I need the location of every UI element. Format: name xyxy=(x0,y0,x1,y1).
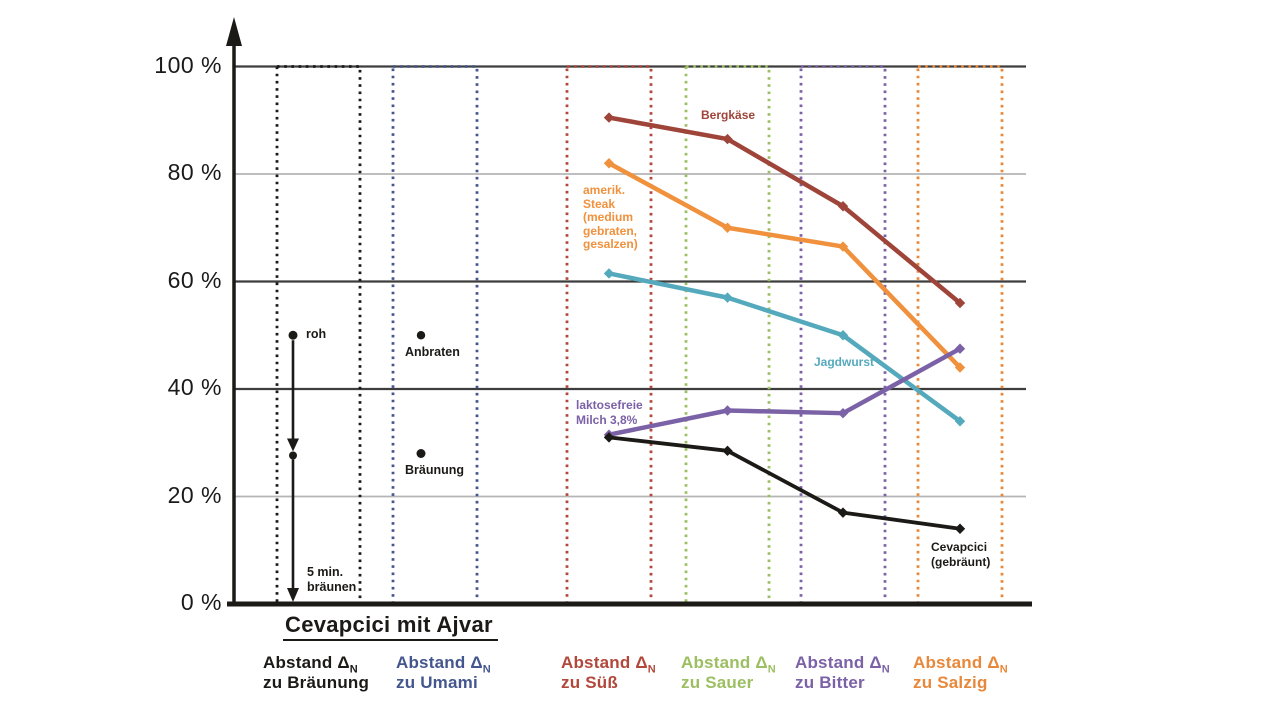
legend-zu-line: zu Bitter xyxy=(795,673,865,692)
braeunung-label: Bräunung xyxy=(405,463,465,477)
series-line-0 xyxy=(606,115,963,306)
column-suess xyxy=(565,65,653,606)
roh-label: roh xyxy=(306,327,327,341)
series-label-3: laktosefreie Milch 3,8% xyxy=(576,398,643,428)
legend-delta-line: Abstand ΔN xyxy=(561,653,656,676)
y-axis-arrowhead xyxy=(226,17,242,46)
legend-item-umami: Abstand ΔN zu Umami xyxy=(396,653,491,693)
legend-delta-text: Abstand Δ xyxy=(795,653,882,672)
series-label-line: Cevapcici xyxy=(931,540,988,554)
series-marker-1-3 xyxy=(954,362,966,373)
legend-item-suess: Abstand ΔN zu Süß xyxy=(561,653,656,693)
series-marker-2-0 xyxy=(603,268,615,279)
legend-zu-line: zu Süß xyxy=(561,673,618,692)
legend-delta-subscript: N xyxy=(999,663,1008,676)
legend-item-bitter: Abstand ΔN zu Bitter xyxy=(795,653,890,693)
chart-title: Cevapcici mit Ajvar xyxy=(283,612,498,641)
legend-zu-line: zu Sauer xyxy=(681,673,754,692)
series-marker-2-3 xyxy=(954,416,966,427)
legend-delta-subscript: N xyxy=(482,663,491,676)
series-label-line: laktosefreie xyxy=(576,398,643,412)
anbraten-label: Anbraten xyxy=(405,345,460,359)
series-label-line: (medium xyxy=(583,210,634,224)
legend-item-sauer: Abstand ΔN zu Sauer xyxy=(681,653,776,693)
legend-delta-text: Abstand Δ xyxy=(263,653,350,672)
column-braeunung xyxy=(275,65,362,606)
series-label-4: Cevapcici (gebräunt) xyxy=(931,540,990,569)
y-tick-40: 40 % xyxy=(167,374,222,400)
series-marker-4-0 xyxy=(603,432,615,443)
legend-delta-line: Abstand ΔN xyxy=(913,653,1008,676)
legend-delta-text: Abstand Δ xyxy=(396,653,483,672)
legend-delta-subscript: N xyxy=(767,663,776,676)
series-line-4 xyxy=(607,435,962,531)
roh-arrowhead-2 xyxy=(287,588,299,602)
series-marker-3-1 xyxy=(722,405,733,416)
legend-delta-subscript: N xyxy=(647,663,656,676)
series-label-line: gebraten, xyxy=(583,223,638,238)
y-tick-0: 0 % xyxy=(180,589,222,615)
braeunung-dot xyxy=(416,449,426,458)
anbraten-dot xyxy=(416,331,426,340)
series-label-1: amerik. Steak (medium gebraten, gesalzen) xyxy=(583,183,638,252)
series-marker-0-0 xyxy=(603,112,615,123)
series-label-line: Bergkäse xyxy=(701,108,756,122)
column-sauer xyxy=(684,65,771,606)
legend-delta-line: Abstand ΔN xyxy=(263,653,369,676)
series-marker-0-2 xyxy=(837,201,849,212)
series-label-0: Bergkäse xyxy=(701,108,756,123)
y-tick-100: 100 % xyxy=(154,51,222,78)
series-line-2 xyxy=(606,271,963,424)
series-label-line: gesalzen) xyxy=(583,237,638,251)
series-marker-1-1 xyxy=(722,222,733,233)
series-label-line: Steak xyxy=(583,196,616,211)
legend-item-salzig: Abstand ΔN zu Salzig xyxy=(913,653,1008,693)
legend-zu-line: zu Umami xyxy=(396,673,478,692)
legend-delta-text: Abstand Δ xyxy=(913,653,1000,672)
series-marker-1-2 xyxy=(837,241,849,252)
five-min-label: 5 min. bräunen xyxy=(307,565,356,595)
legend-delta-subscript: N xyxy=(881,663,890,676)
column-umami xyxy=(391,65,479,606)
legend-delta-line: Abstand ΔN xyxy=(681,653,776,676)
series-marker-3-2 xyxy=(837,407,849,419)
series-marker-0-1 xyxy=(722,133,733,145)
legend-zu-line: zu Salzig xyxy=(913,673,988,692)
series-label-line: Jagdwurst xyxy=(814,355,875,369)
series-marker-4-2 xyxy=(837,507,849,518)
roh-arrowhead-1 xyxy=(287,438,299,452)
series-marker-3-3 xyxy=(954,343,966,354)
legend-delta-subscript: N xyxy=(349,663,358,676)
series-label-line: Milch 3,8% xyxy=(576,413,638,427)
y-tick-60: 60 % xyxy=(167,266,222,293)
roh-dot xyxy=(288,330,298,340)
series-marker-2-1 xyxy=(722,292,733,303)
legend-delta-line: Abstand ΔN xyxy=(396,653,491,676)
five-min-line: bräunen xyxy=(307,580,357,594)
legend-delta-text: Abstand Δ xyxy=(681,653,768,672)
series-marker-0-3 xyxy=(954,297,966,309)
legend-delta-text: Abstand Δ xyxy=(561,653,648,672)
series-line-1 xyxy=(606,161,963,370)
five-min-line: 5 min. xyxy=(307,565,344,579)
series-label-line: amerik. xyxy=(583,183,626,197)
series-marker-4-1 xyxy=(722,445,733,457)
series-line-3 xyxy=(606,346,963,437)
y-tick-20: 20 % xyxy=(167,481,222,508)
series-marker-1-0 xyxy=(603,158,615,169)
y-tick-80: 80 % xyxy=(167,159,222,185)
series-marker-2-2 xyxy=(837,330,849,341)
series-label-line: (gebräunt) xyxy=(931,554,991,569)
series-marker-4-3 xyxy=(954,523,966,534)
legend-zu-line: zu Bräunung xyxy=(263,673,370,692)
arrow-mid-dot xyxy=(289,451,297,460)
legend-delta-line: Abstand ΔN xyxy=(795,653,890,676)
legend-item-braeunung: Abstand ΔN zu Bräunung xyxy=(263,653,369,693)
series-label-2: Jagdwurst xyxy=(814,355,875,370)
